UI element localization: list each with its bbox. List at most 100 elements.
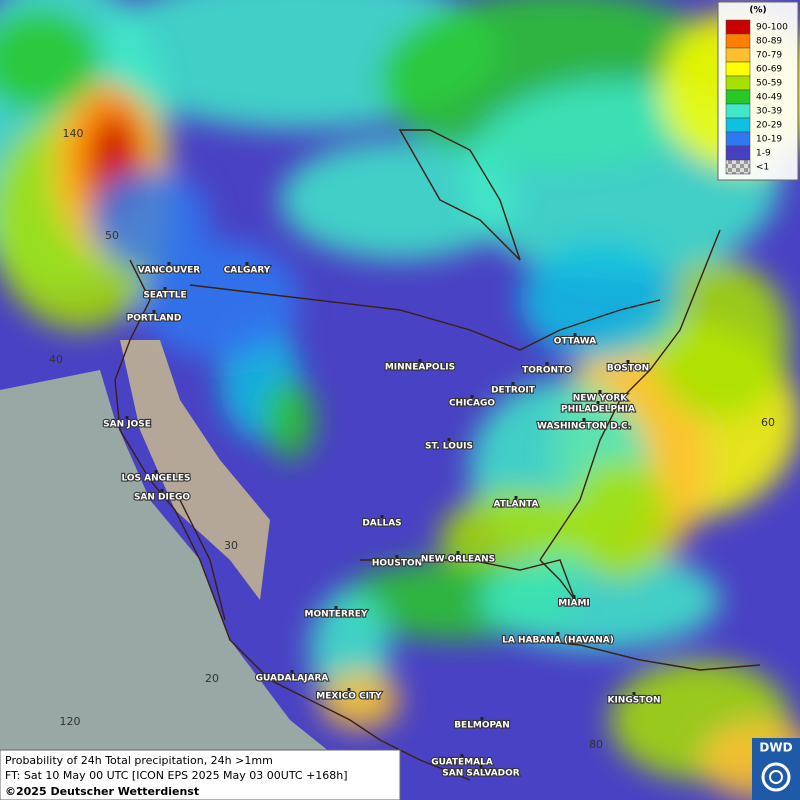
footer-forecast: FT: Sat 10 May 00 UTC [ICON EPS 2025 May…	[5, 769, 348, 782]
city-label: PORTLAND	[127, 314, 182, 324]
city-label: MINNEAPOLIS	[385, 363, 455, 373]
graticule-label: 140	[63, 127, 84, 140]
city-label: GUADALAJARA	[256, 674, 329, 684]
city-label: DALLAS	[362, 519, 401, 529]
city-labels: VANCOUVER CALGARY SEATTLE PORTLAND MINNEAPOL…	[102, 262, 662, 780]
city-label: ATLANTA	[493, 500, 538, 510]
legend-label: 20-29	[756, 121, 782, 131]
city-marker	[334, 606, 338, 609]
footer: Probability of 24h Total precipitation, …	[0, 749, 401, 800]
city-label: PHILADELPHIA	[561, 405, 635, 415]
city-label: MIAMI	[558, 599, 590, 609]
city-marker	[632, 692, 636, 695]
precip-blob	[520, 240, 680, 360]
precip-blob	[280, 140, 520, 260]
city-label: NEW YORK	[573, 394, 629, 404]
precip-blob	[650, 260, 790, 420]
city-label: VANCOUVER	[138, 266, 201, 276]
precip-blob	[0, 10, 100, 110]
legend-swatch	[725, 117, 751, 133]
city-marker	[167, 262, 171, 265]
precip-blob	[140, 240, 300, 360]
logo: DWD	[752, 738, 800, 800]
legend-label: 1-9	[756, 149, 771, 159]
city-label: OTTAWA	[554, 337, 597, 347]
legend-swatch	[725, 131, 751, 147]
city-marker	[596, 401, 600, 404]
legend-label: 10-19	[756, 135, 782, 145]
graticule-label: 40	[49, 353, 63, 366]
footer-box	[0, 749, 401, 800]
logo-swirl-inner	[769, 770, 783, 784]
coastlines	[114, 129, 761, 781]
city-label: SAN DIEGO	[134, 493, 190, 503]
city-marker	[160, 489, 164, 492]
city-label: CALGARY	[224, 266, 271, 276]
city-marker	[573, 333, 577, 336]
legend-swatch	[725, 33, 751, 49]
city-marker	[152, 310, 156, 313]
city-marker	[460, 754, 464, 757]
legend: (%) 90-100 80-89 70-79 60-69 50-59 40-49 30-39…	[717, 1, 799, 181]
city-marker	[545, 362, 549, 365]
dry-terrain	[120, 340, 270, 600]
city-marker	[290, 670, 294, 673]
city-label: HOUSTON	[372, 559, 422, 569]
city-label: TORONTO	[522, 366, 572, 376]
city-marker	[514, 496, 518, 499]
precip-blob	[480, 550, 720, 650]
city-marker	[245, 262, 249, 265]
city-marker	[582, 418, 586, 421]
legend-swatch	[725, 75, 751, 91]
city-label: GUATEMALA	[431, 758, 493, 768]
graticule-label: 60	[761, 416, 775, 429]
legend-label: 50-59	[756, 79, 782, 89]
graticule-label: 50	[105, 229, 119, 242]
city-marker	[395, 555, 399, 558]
precip-blob	[265, 380, 315, 460]
legend-swatch	[725, 103, 751, 119]
city-label: ST. LOUIS	[425, 442, 473, 452]
logo-swirl	[761, 762, 791, 792]
city-label: LOS ANGELES	[121, 474, 190, 484]
city-marker	[470, 395, 474, 398]
legend-label: 30-39	[756, 107, 782, 117]
graticule-labels: 140 50 40 30 20 120 60 80	[49, 127, 775, 751]
city-marker	[456, 551, 460, 554]
city-marker	[418, 359, 422, 362]
legend-swatch	[725, 47, 751, 63]
city-marker	[347, 688, 351, 691]
city-marker	[447, 438, 451, 441]
city-marker	[380, 515, 384, 518]
city-marker	[163, 287, 167, 290]
city-label: SEATTLE	[143, 291, 186, 301]
city-marker	[479, 765, 483, 768]
legend-label: 70-79	[756, 51, 782, 61]
city-marker	[154, 470, 158, 473]
graticule-label: 80	[589, 738, 603, 751]
city-marker	[480, 717, 484, 720]
graticule-label: 30	[224, 539, 238, 552]
city-marker	[511, 382, 515, 385]
graticule-label: 120	[60, 715, 81, 728]
precip-blob	[90, 170, 210, 270]
footer-copyright: ©2025 Deutscher Wetterdienst	[5, 785, 199, 798]
city-label: CHICAGO	[449, 399, 495, 409]
precip-blob	[570, 460, 670, 580]
no-data-ocean	[0, 370, 340, 800]
city-label: WASHINGTON D.C.	[537, 422, 631, 432]
city-label: BOSTON	[607, 364, 649, 374]
legend-label: 60-69	[756, 65, 782, 75]
city-label: BELMOPAN	[454, 721, 510, 731]
logo-text: DWD	[759, 741, 792, 755]
city-marker	[572, 595, 576, 598]
city-label: LA HABANA (HAVANA)	[502, 636, 614, 646]
city-label: SAN JOSE	[103, 420, 151, 430]
city-label: NEW ORLEANS	[421, 555, 495, 565]
graticule-label: 20	[205, 672, 219, 685]
city-label: MEXICO CITY	[316, 692, 382, 702]
legend-label: 80-89	[756, 37, 782, 47]
city-label: MONTERREY	[305, 610, 368, 620]
legend-label: 40-49	[756, 93, 782, 103]
footer-title: Probability of 24h Total precipitation, …	[5, 754, 273, 767]
